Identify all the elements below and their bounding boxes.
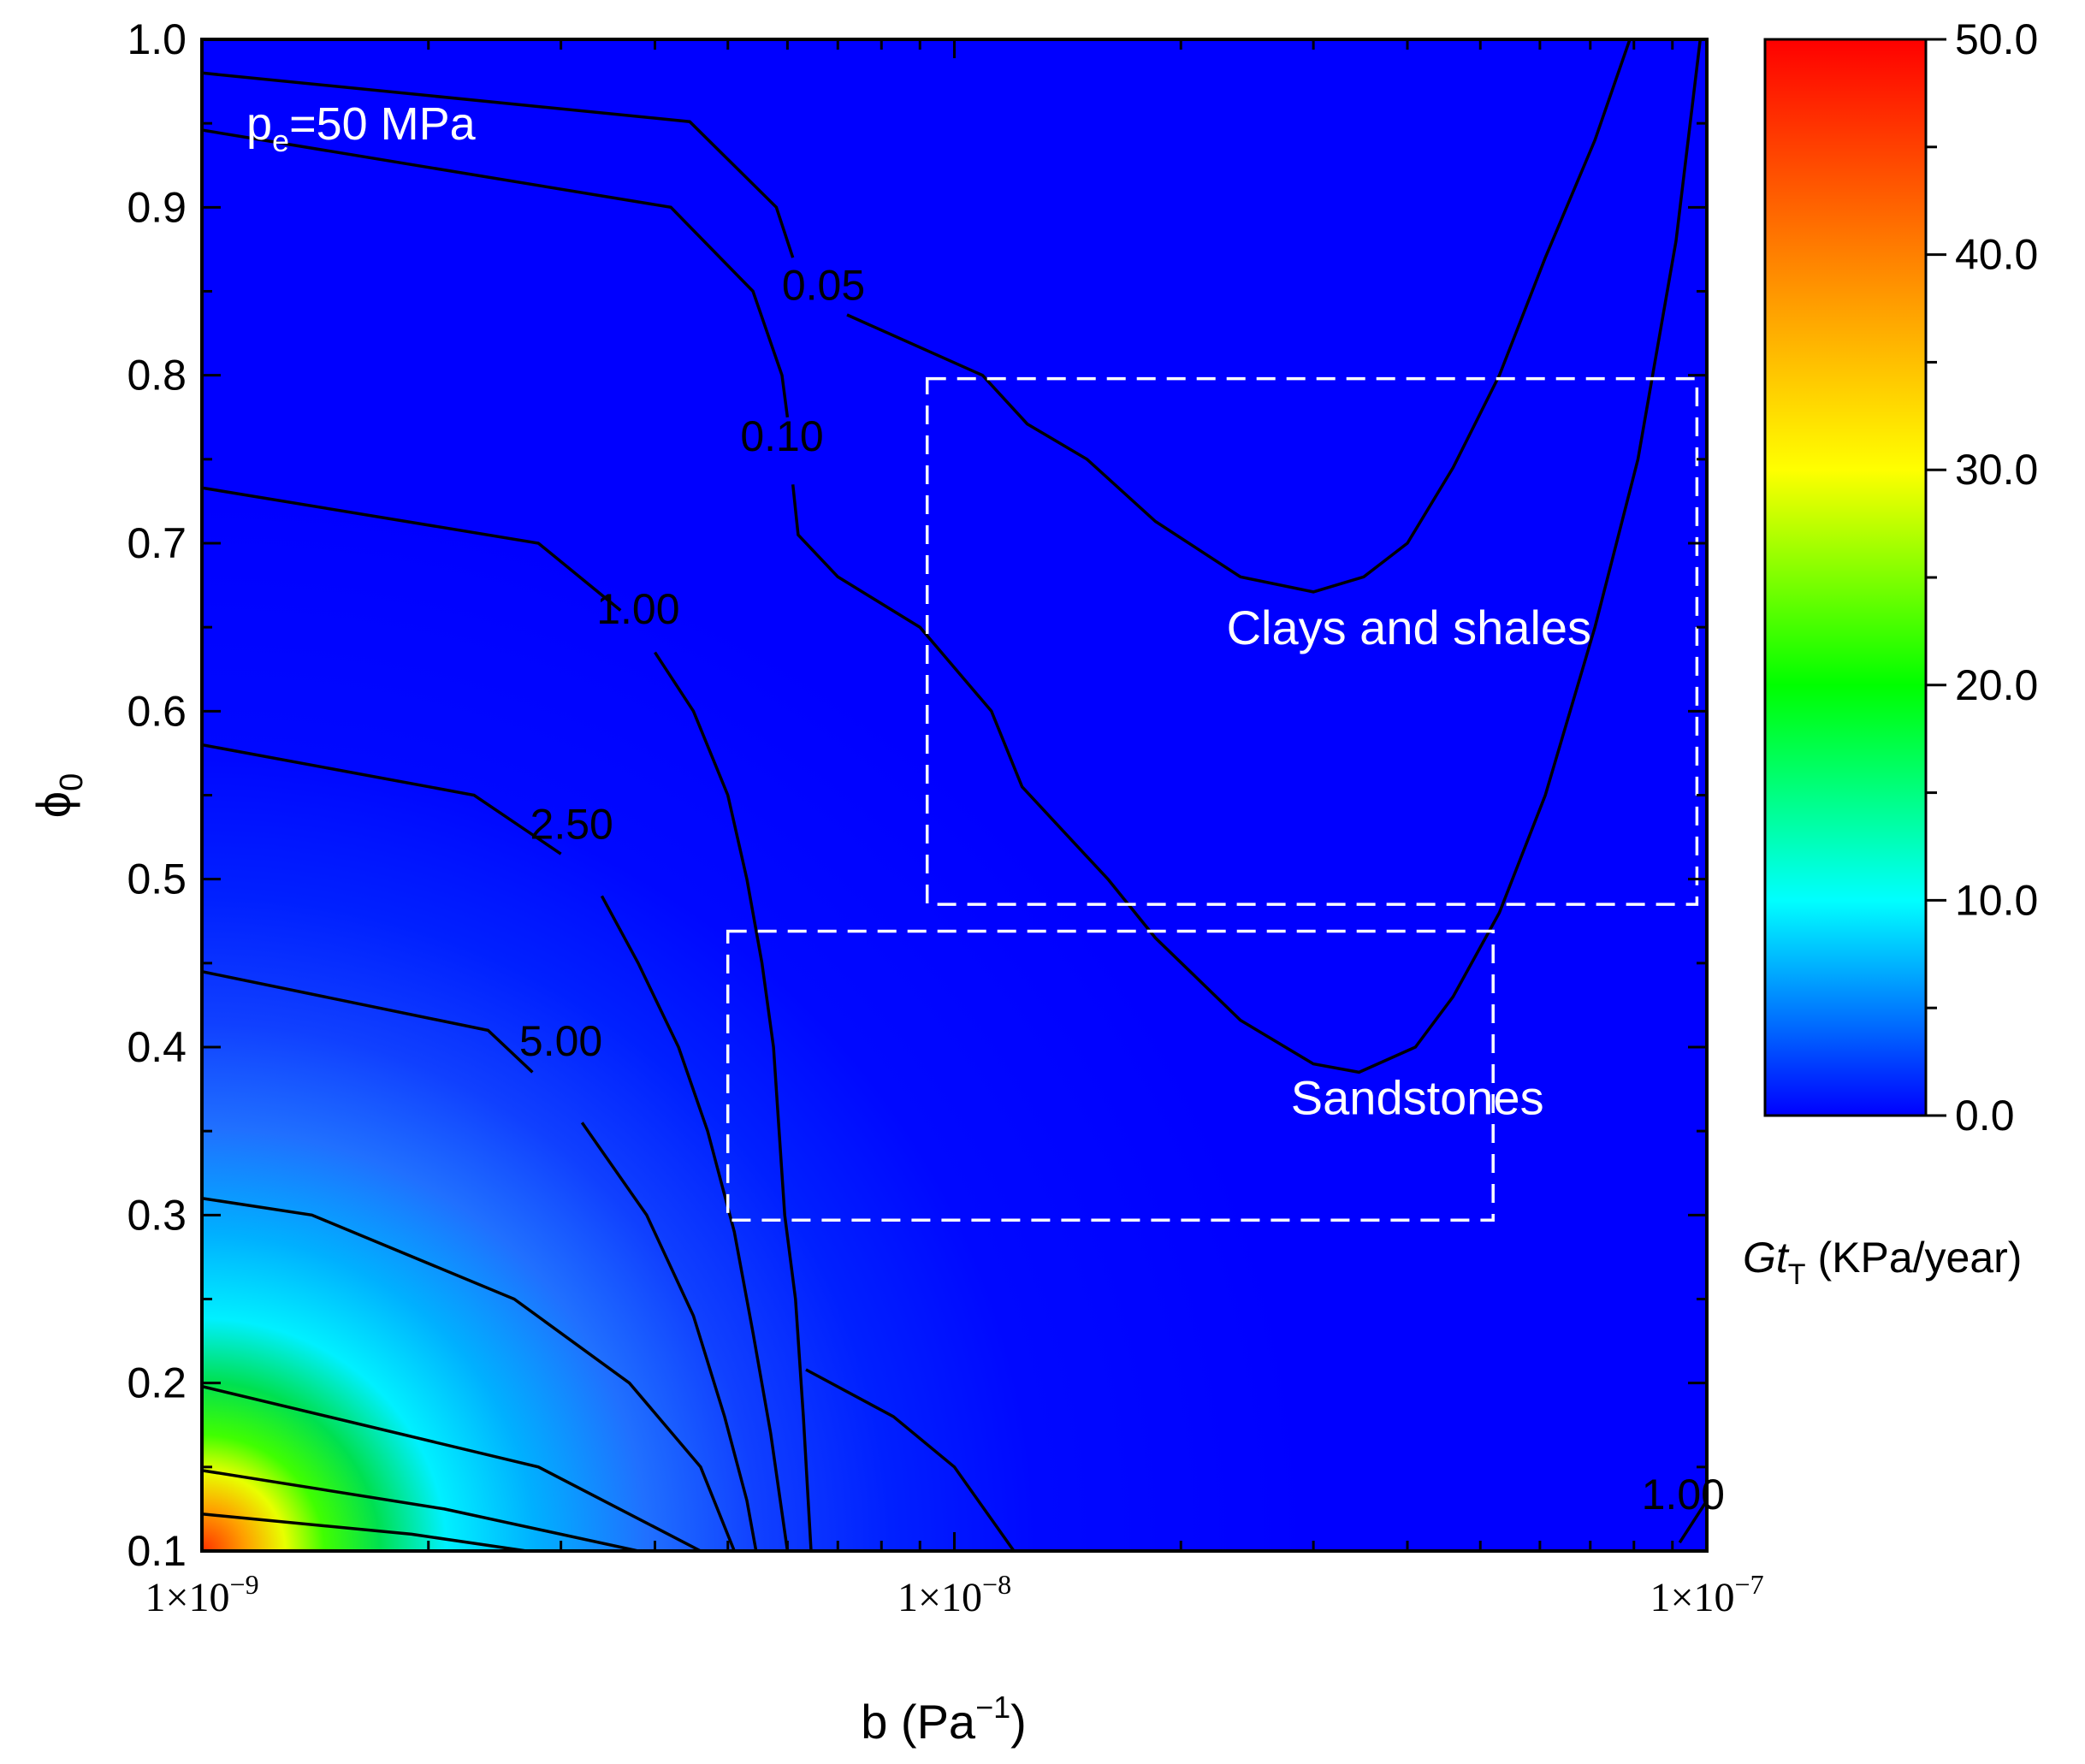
region-box-0 [925, 376, 1699, 906]
y-axis-label: ϕ0 [27, 773, 90, 819]
colorbar-tick-label: 0.0 [1955, 1092, 2015, 1139]
y-tick-label: 1.0 [127, 15, 187, 63]
contour-label-layer: 0.05 0.10 1.00 2.50 5.00 1.00 [519, 261, 1725, 1518]
x-axis-label: b (Pa−1) [861, 1690, 1027, 1749]
colorbar-tick-label: 40.0 [1955, 231, 2038, 279]
contour-label: 1.00 [596, 585, 679, 633]
contour-line-0 [202, 71, 795, 258]
x-tick-label: 1×10−8 [897, 1569, 1011, 1620]
region-layer: Clays and shales Sandstones [726, 376, 1699, 1222]
contour-line-4-b [580, 1122, 758, 1551]
x-tick-label: 1×10−9 [145, 1569, 258, 1620]
contour-label: 5.00 [519, 1017, 602, 1065]
colorbar-label: GtT (KPa/year) [1743, 1234, 2022, 1291]
contour-label: 0.10 [740, 412, 823, 460]
colorbar-tick-label: 30.0 [1955, 446, 2038, 494]
contour-line-3-b [600, 895, 790, 1551]
contour-line-6 [202, 1384, 702, 1551]
heatmap-field [202, 39, 1707, 1551]
pressure-annotation: pe=50 MPa [246, 98, 477, 158]
y-tick-label: 0.1 [127, 1527, 187, 1575]
contour-line-3 [202, 743, 562, 855]
contour-layer [202, 39, 1707, 1551]
contour-line-9 [805, 1368, 1016, 1551]
contour-line-7 [202, 1469, 639, 1551]
y-tick-label: 0.4 [127, 1023, 187, 1071]
region-label: Sandstones [1291, 1071, 1544, 1125]
y-tick-label: 0.3 [127, 1191, 187, 1239]
contour-label: 1.00 [1642, 1471, 1725, 1518]
colorbar-tick-label: 50.0 [1955, 15, 2038, 63]
contour-line-5 [202, 1196, 736, 1551]
y-tick-label: 0.7 [127, 519, 187, 567]
contour-line-0-b [846, 39, 1632, 594]
contour-line-10 [1678, 1500, 1707, 1544]
tick-layer: 0.1 0.2 0.3 0.4 0.5 0.6 0.7 0.8 0.9 1.0 1×10−9 1×10… [127, 15, 1763, 1620]
colorbar [1763, 38, 1928, 1117]
contour-label: 2.50 [530, 801, 613, 849]
y-tick-label: 0.2 [127, 1359, 187, 1407]
region-box-1 [726, 929, 1495, 1222]
contour-line-2 [202, 486, 622, 612]
contour-line-4 [202, 969, 534, 1074]
colorbar-tick-label: 10.0 [1955, 876, 2038, 924]
contour-line-1 [202, 128, 790, 418]
contour-line-8 [202, 1512, 527, 1551]
colorbar-tick-label: 20.0 [1955, 661, 2038, 709]
contour-line-2-b [654, 651, 813, 1551]
y-tick-label: 0.5 [127, 855, 187, 903]
colorbar-ticks: 0.0 10.0 20.0 30.0 40.0 50.0 [1926, 15, 2038, 1139]
y-tick-label: 0.6 [127, 687, 187, 735]
contour-line-1-b [791, 39, 1703, 1074]
contour-label: 0.05 [782, 261, 865, 309]
x-tick-label: 1×10−7 [1650, 1569, 1763, 1620]
y-tick-label: 0.8 [127, 352, 187, 400]
y-tick-label: 0.9 [127, 183, 187, 231]
region-label: Clays and shales [1227, 601, 1591, 654]
